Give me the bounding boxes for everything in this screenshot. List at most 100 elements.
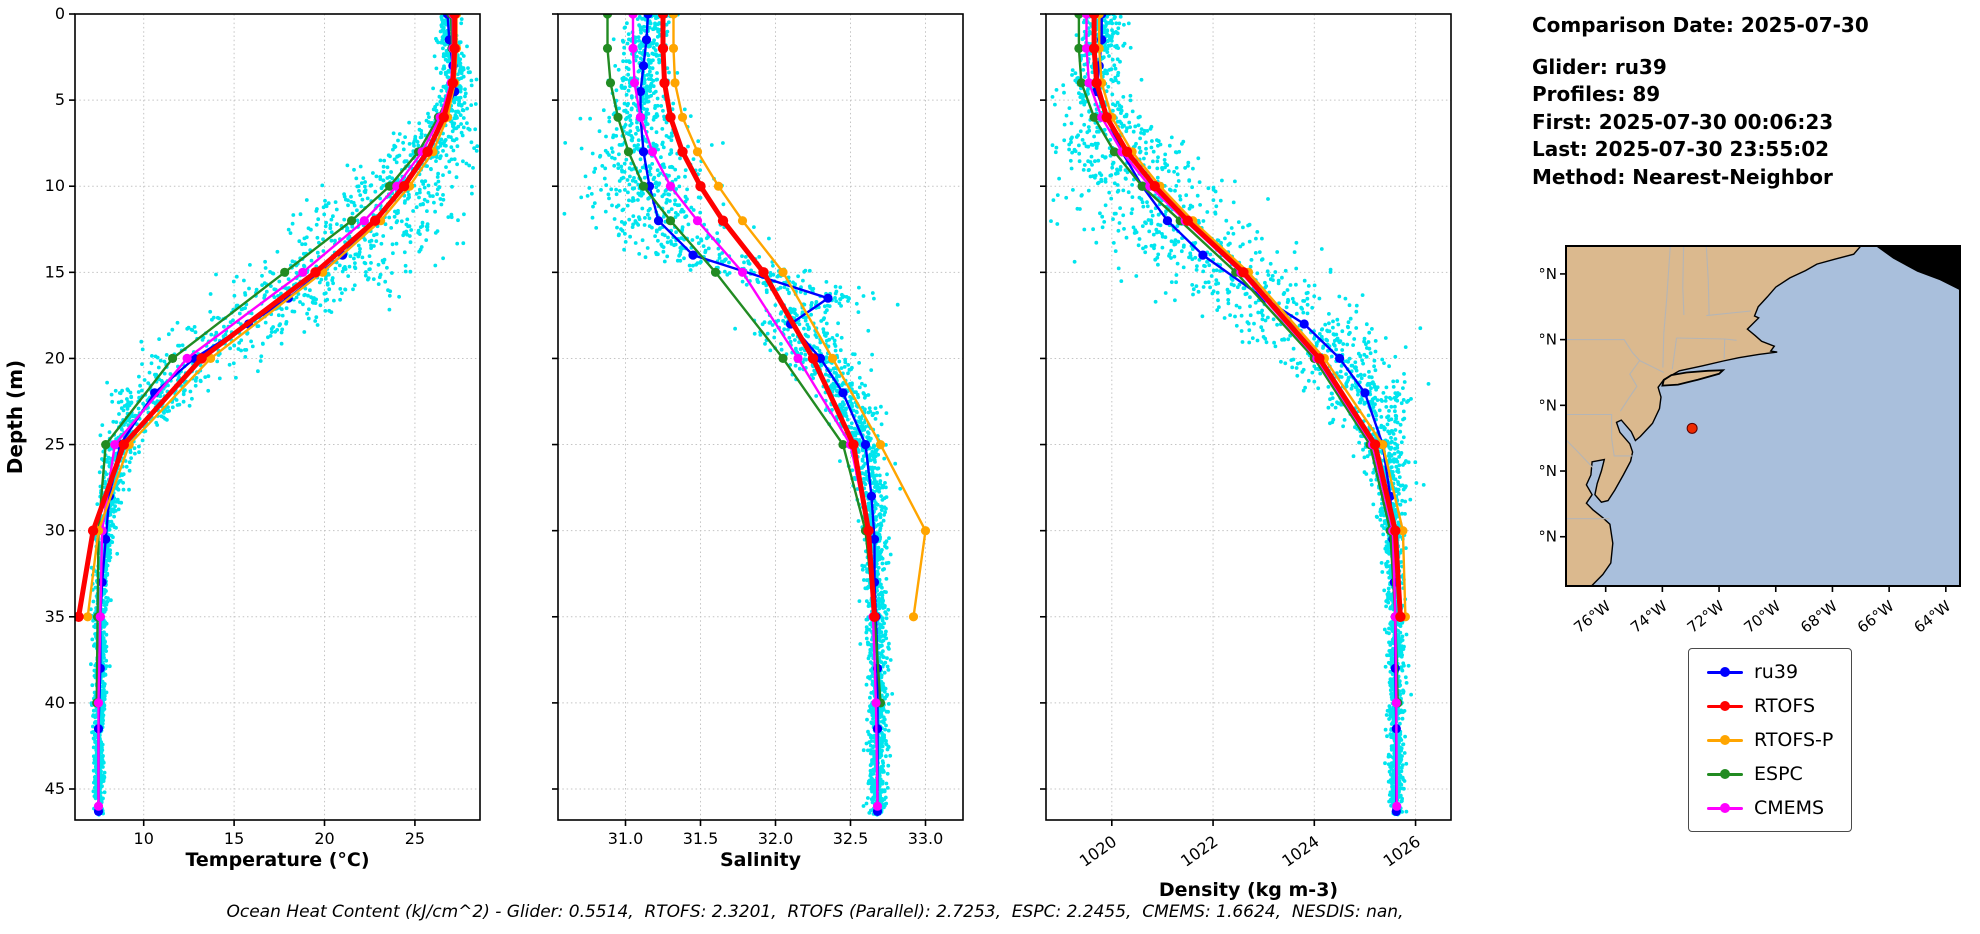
info-comparison-date: Comparison Date: 2025-07-30 <box>1532 13 1869 37</box>
legend-entry-ru39: ru39 <box>1707 661 1833 683</box>
RTOFS-profile-line <box>657 14 880 622</box>
svg-text:20: 20 <box>45 348 65 367</box>
svg-text:10: 10 <box>134 829 154 848</box>
grid-lines <box>75 13 480 820</box>
svg-text:66°W: 66°W <box>1854 597 1898 632</box>
svg-text:15: 15 <box>45 262 65 281</box>
axes-frame <box>557 13 964 821</box>
svg-text:32.0: 32.0 <box>758 829 794 848</box>
svg-text:1020: 1020 <box>1076 832 1120 871</box>
glider-scatter <box>562 14 903 817</box>
svg-text:40°N: 40°N <box>1540 396 1557 414</box>
state-border <box>1566 439 1594 469</box>
state-border <box>1639 360 1665 373</box>
svg-text:45: 45 <box>45 779 65 798</box>
y-axis-label: Depth (m) <box>3 360 27 474</box>
temperature-panel: 10 15 20 25 0 5 10 15 20 25 30 35 40 45 Temperature (°… <box>3 4 481 871</box>
profile-panels-chart: 10 15 20 25 0 5 10 15 20 25 30 35 40 45 Temperature (°… <box>3 4 1452 901</box>
state-border <box>1705 246 1710 316</box>
svg-text:31.0: 31.0 <box>608 829 644 848</box>
svg-text:1022: 1022 <box>1177 832 1221 871</box>
svg-text:1024: 1024 <box>1278 832 1322 871</box>
svg-text:20: 20 <box>314 829 334 848</box>
legend-line-marker-icon <box>1707 701 1743 711</box>
grid-lines <box>558 13 963 820</box>
svg-text:72°W: 72°W <box>1684 597 1728 632</box>
grid-lines <box>1046 13 1451 820</box>
x-axis-label: Density (kg m-3) <box>1159 879 1338 901</box>
info-first: First: 2025-07-30 00:06:23 <box>1532 109 1834 134</box>
svg-text:5: 5 <box>55 90 65 109</box>
x-axis-label: Salinity <box>720 849 802 871</box>
legend-line-marker-icon <box>1707 667 1743 677</box>
state-border <box>1662 246 1671 368</box>
svg-text:10: 10 <box>45 176 65 195</box>
x-axis-label: Temperature (°C) <box>185 849 369 871</box>
legend-label: ru39 <box>1754 661 1799 683</box>
state-border <box>1682 246 1685 316</box>
CMEMS-profile-line <box>93 14 458 811</box>
state-border <box>1566 413 1633 457</box>
svg-text:15: 15 <box>224 829 244 848</box>
RTOFS-profile-line <box>75 14 460 622</box>
axes-frame <box>74 13 481 821</box>
glider-location-marker <box>1686 422 1698 434</box>
salinity-panel: 31.0 31.5 32.0 32.5 33.0 Salinity <box>552 13 964 871</box>
legend-line-marker-icon <box>1707 769 1743 779</box>
svg-text:35: 35 <box>45 607 65 626</box>
state-border <box>1671 337 1678 370</box>
svg-text:25: 25 <box>45 435 65 454</box>
legend-label: CMEMS <box>1754 797 1825 819</box>
svg-text:44°N: 44°N <box>1540 265 1557 283</box>
legend-entry-CMEMS: CMEMS <box>1707 797 1833 819</box>
svg-text:0: 0 <box>55 4 65 23</box>
svg-text:68°W: 68°W <box>1797 597 1841 632</box>
svg-text:33.0: 33.0 <box>908 829 944 848</box>
legend-entry-RTOFS: RTOFS <box>1707 695 1833 717</box>
svg-text:42°N: 42°N <box>1540 331 1557 349</box>
RTOFS-P-profile-line <box>668 14 931 622</box>
axes-frame <box>1045 13 1452 821</box>
map-frame <box>1565 245 1961 587</box>
axis-ticks: 10 15 20 25 0 5 10 15 20 25 30 35 40 45 <box>45 4 425 848</box>
state-border <box>1706 310 1751 317</box>
legend-entry-RTOFS-P: RTOFS-P <box>1707 729 1833 751</box>
svg-text:30: 30 <box>45 521 65 540</box>
state-border <box>1566 339 1641 412</box>
glider-location-map: 44°N 42°N 40°N 38°N 36°N 76°W 74°W 72°W 70°W 68°W… <box>1540 245 1961 632</box>
coastline-mainland <box>1566 246 1862 586</box>
svg-text:74°W: 74°W <box>1627 597 1671 632</box>
long-island <box>1661 369 1726 387</box>
legend-label: RTOFS <box>1754 695 1816 717</box>
legend: ru39 RTOFS RTOFS-P ESPC CMEMS <box>1688 648 1853 832</box>
legend-label: RTOFS-P <box>1754 729 1834 751</box>
density-panel: 1020 1022 1024 1026 Density (kg m-3) <box>1040 13 1452 901</box>
svg-text:38°N: 38°N <box>1540 462 1557 480</box>
svg-text:31.5: 31.5 <box>683 829 719 848</box>
legend-entry-ESPC: ESPC <box>1707 763 1833 785</box>
svg-text:36°N: 36°N <box>1540 528 1557 546</box>
ohc-caption: Ocean Heat Content (kJ/cm^2) - Glider: 0… <box>226 902 1404 922</box>
axis-ticks: 31.0 31.5 32.0 32.5 33.0 <box>552 13 944 848</box>
svg-text:40: 40 <box>45 693 65 712</box>
info-last: Last: 2025-07-30 23:55:02 <box>1532 137 1830 162</box>
comparison-info-block: Comparison Date: 2025-07-30 Glider: ru39… <box>1532 12 1869 192</box>
info-glider: Glider: ru39 <box>1532 54 1667 79</box>
ESPC-profile-line <box>92 14 460 708</box>
svg-text:1026: 1026 <box>1380 832 1424 871</box>
legend-line-marker-icon <box>1707 803 1743 813</box>
svg-text:76°W: 76°W <box>1570 597 1614 632</box>
legend-line-marker-icon <box>1707 735 1743 745</box>
svg-text:64°W: 64°W <box>1911 597 1955 632</box>
nova-scotia <box>1875 246 1960 291</box>
legend-label: ESPC <box>1754 763 1803 785</box>
info-spacer <box>1532 40 1869 54</box>
svg-text:70°W: 70°W <box>1740 597 1784 632</box>
map-body <box>1566 246 1960 586</box>
state-border <box>1723 338 1726 360</box>
RTOFS-profile-line <box>1088 14 1406 622</box>
svg-text:32.5: 32.5 <box>833 829 869 848</box>
info-method: Method: Nearest-Neighbor <box>1532 164 1833 189</box>
svg-text:25: 25 <box>405 829 425 848</box>
